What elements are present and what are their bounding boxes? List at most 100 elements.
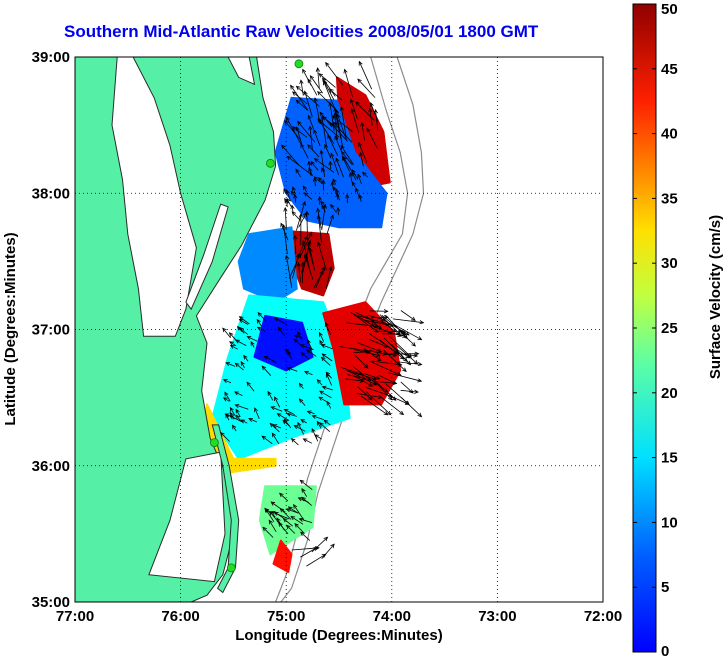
velocity-arrow bbox=[317, 117, 335, 144]
velocity-arrow bbox=[311, 536, 329, 553]
velocity-arrow bbox=[270, 511, 290, 520]
velocity-arrow bbox=[358, 141, 368, 163]
velocity-arrow bbox=[246, 381, 255, 392]
velocity-arrow bbox=[316, 420, 322, 429]
velocity-arrow bbox=[282, 419, 290, 427]
velocity-arrow bbox=[316, 207, 322, 229]
velocity-arrow bbox=[269, 422, 280, 433]
velocity-arrow bbox=[332, 178, 337, 185]
velocity-arrow bbox=[317, 241, 327, 271]
velocity-arrow bbox=[290, 515, 304, 525]
velocity-arrow bbox=[285, 524, 296, 534]
map-title: Southern Mid-Atlantic Raw Velocities 200… bbox=[64, 22, 539, 41]
velocity-arrow bbox=[350, 107, 359, 133]
velocity-arrow bbox=[400, 310, 416, 321]
velocity-arrow bbox=[254, 407, 260, 419]
velocity-arrow bbox=[385, 351, 420, 356]
velocity-arrow bbox=[318, 177, 323, 183]
velocity-arrow bbox=[295, 168, 301, 178]
velocity-arrow bbox=[256, 326, 266, 332]
station-marker bbox=[265, 158, 275, 168]
velocity-arrow bbox=[300, 546, 319, 558]
velocity-arrow bbox=[391, 344, 412, 366]
x-tick-label: 74:00 bbox=[373, 608, 411, 625]
velocity-arrow bbox=[284, 120, 302, 141]
colorbar-tick-label: 5 bbox=[661, 579, 669, 596]
velocity-arrow bbox=[236, 326, 245, 334]
velocity-arrow bbox=[335, 157, 344, 178]
velocity-arrow bbox=[222, 327, 231, 338]
velocity-arrow bbox=[268, 519, 277, 533]
velocity-arrow bbox=[287, 351, 293, 361]
velocity-arrow bbox=[232, 424, 237, 432]
colorbar-tick-label: 25 bbox=[661, 320, 678, 337]
velocity-arrow bbox=[299, 479, 313, 491]
velocity-arrow bbox=[374, 381, 398, 386]
velocity-arrow bbox=[293, 338, 303, 347]
velocity-arrow bbox=[356, 393, 383, 400]
velocity-arrow bbox=[271, 432, 280, 445]
colorbar-tick-label: 0 bbox=[661, 643, 669, 659]
velocity-arrow bbox=[369, 339, 389, 348]
velocity-arrow bbox=[334, 109, 342, 140]
velocity-arrow bbox=[301, 496, 312, 506]
velocity-arrow bbox=[394, 343, 419, 365]
velocity-arrow bbox=[366, 127, 378, 149]
velocity-arrow bbox=[273, 317, 287, 325]
velocity-arrow bbox=[392, 318, 425, 325]
velocity-arrow bbox=[286, 366, 298, 372]
velocity-arrow bbox=[300, 351, 310, 360]
velocity-arrow bbox=[367, 315, 387, 321]
velocity-arrow bbox=[295, 126, 303, 146]
station-marker bbox=[209, 438, 219, 448]
velocity-arrow bbox=[257, 312, 267, 322]
velocity-arrow bbox=[284, 254, 293, 288]
velocity-arrow bbox=[369, 102, 379, 122]
velocity-arrow bbox=[290, 204, 295, 213]
velocity-arrow bbox=[330, 203, 337, 213]
velocity-arrow bbox=[325, 371, 332, 379]
velocity-arrow bbox=[358, 60, 373, 90]
velocity-arrow bbox=[278, 522, 289, 535]
radar-stations bbox=[209, 59, 304, 573]
velocity-arrow bbox=[301, 488, 308, 497]
velocity-arrow bbox=[313, 97, 321, 124]
velocity-arrow bbox=[367, 376, 389, 393]
velocity-arrow bbox=[378, 384, 393, 401]
velocity-arrow bbox=[222, 379, 232, 384]
velocity-arrow bbox=[264, 507, 275, 523]
velocity-arrow bbox=[267, 390, 274, 401]
velocity-arrow bbox=[357, 173, 362, 185]
velocity-arrow bbox=[306, 410, 315, 415]
velocity-arrow bbox=[359, 151, 364, 167]
velocity-arrow bbox=[325, 266, 333, 289]
velocity-arrow bbox=[315, 266, 326, 288]
velocity-arrow bbox=[228, 332, 238, 342]
velocity-region-south-lobe-blue bbox=[253, 314, 314, 372]
station-marker bbox=[294, 59, 304, 69]
velocity-arrow bbox=[371, 360, 403, 367]
velocity-arrow bbox=[297, 120, 316, 143]
x-tick-label: 76:00 bbox=[161, 608, 199, 625]
velocity-arrow bbox=[313, 158, 335, 173]
velocity-arrow bbox=[356, 312, 375, 322]
velocity-arrow bbox=[286, 197, 292, 207]
velocity-arrow bbox=[283, 206, 288, 229]
x-tick-label: 72:00 bbox=[584, 608, 622, 625]
velocity-arrow bbox=[357, 78, 376, 98]
velocity-arrow bbox=[350, 98, 358, 119]
velocity-arrow bbox=[279, 492, 289, 502]
colorbar-tick-label: 35 bbox=[661, 190, 678, 207]
velocity-arrow bbox=[365, 391, 392, 416]
velocity-arrow bbox=[321, 385, 333, 391]
velocity-arrow bbox=[307, 78, 318, 96]
velocity-arrow bbox=[324, 322, 331, 335]
velocity-arrow bbox=[294, 523, 305, 534]
velocity-arrow bbox=[235, 414, 241, 421]
outer-banks bbox=[211, 424, 240, 594]
velocity-arrow bbox=[286, 155, 312, 176]
colorbar-tick-label: 50 bbox=[661, 1, 678, 18]
velocity-arrow bbox=[293, 234, 298, 254]
velocity-arrow bbox=[284, 348, 292, 355]
velocity-arrow bbox=[313, 129, 321, 147]
